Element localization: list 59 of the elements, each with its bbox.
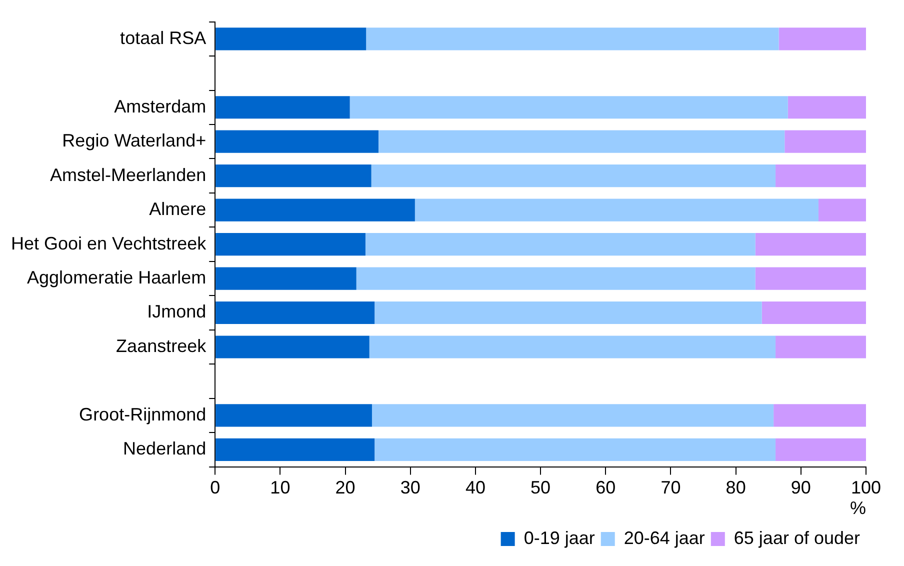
x-tick-label: 80 [726,478,746,498]
bar [774,404,866,427]
bar [371,164,776,188]
x-tick-label: 60 [596,478,616,498]
legend-label: 0-19 jaar [524,528,595,548]
y-tick-label: Het Gooi en Vechtstreek [11,233,208,254]
bar [414,198,818,222]
x-tick-label: 40 [465,478,486,498]
x-tick-label: 100 [850,478,882,498]
bar [778,28,866,50]
y-tick-label: Zaanstreek [116,336,208,356]
bar [776,438,866,461]
bar [762,301,866,324]
x-tick-label: 20 [335,478,356,498]
bar [366,28,779,50]
bar [776,336,866,358]
y-tick-label: IJmond [147,302,206,322]
bar [818,198,866,222]
x-tick-label: 0 [210,478,220,498]
bar [378,130,785,153]
bar [216,96,350,119]
bar [216,404,372,427]
x-tick-label: 90 [790,478,811,498]
bar [216,130,378,153]
x-tick-label: 70 [660,478,681,498]
bar [755,267,866,290]
y-tick-label: totaal RSA [120,28,206,48]
bar [369,336,776,358]
x-tick-label: 10 [270,478,290,498]
y-tick-label: Regio Waterland+ [62,130,206,151]
bar [216,267,356,290]
bar [365,233,756,256]
bar [216,198,415,222]
bar [216,438,375,461]
bar [374,438,776,461]
bar [216,336,370,358]
bar [374,301,762,324]
y-tick-label: Amsterdam [114,96,206,116]
bar [216,164,372,188]
bar [216,301,375,324]
y-tick-label: Nederland [123,438,206,459]
y-tick-label: Agglomeratie Haarlem [27,268,206,288]
legend-label: 20-64 jaar [624,528,705,548]
bar [350,96,788,119]
bar [216,233,366,256]
bar [784,130,866,153]
x-tick-label: 50 [530,478,551,498]
x-tick-label: 30 [400,478,420,498]
bar [788,96,866,119]
bar [356,267,756,290]
bar [216,28,366,50]
y-tick-label: Groot-Rijnmond [79,404,206,424]
bar [776,164,866,188]
y-tick-label: Amstel-Meerlanden [50,164,206,185]
bar [755,233,866,256]
y-tick-label: Almere [149,199,206,220]
legend-label: 65 jaar of ouder [734,528,860,548]
x-axis-title: % [850,498,866,518]
bar [372,404,774,427]
